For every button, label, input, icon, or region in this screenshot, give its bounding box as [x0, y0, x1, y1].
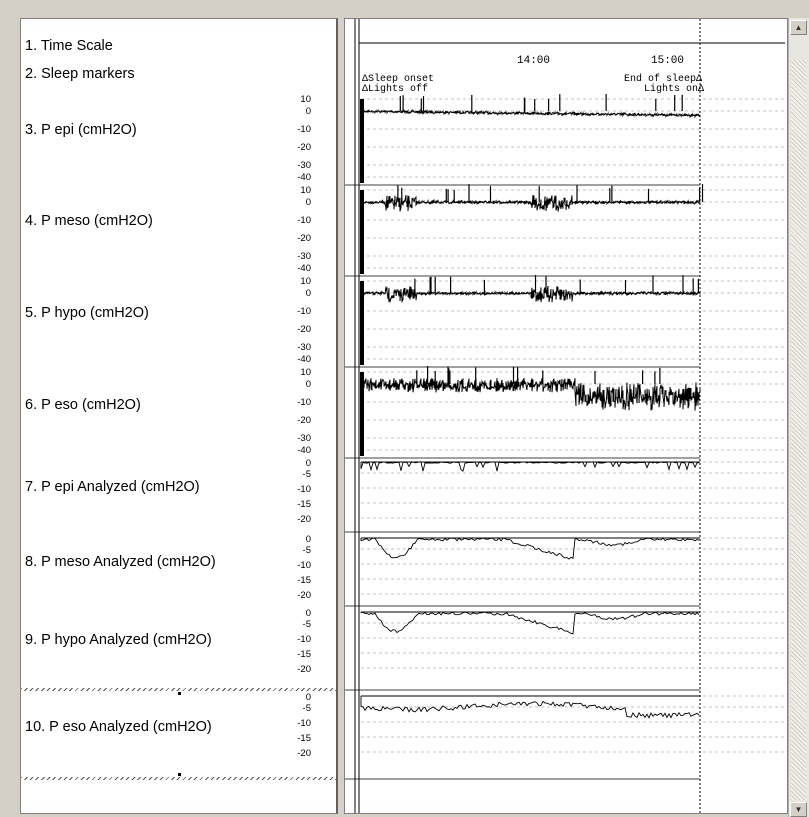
- artifact-block: [360, 281, 364, 365]
- y-tick-label: -5: [302, 619, 311, 630]
- y-tick-label: -10: [297, 215, 311, 226]
- y-tick-label: -10: [297, 634, 311, 645]
- channel-label-time-scale[interactable]: 1. Time Scale: [25, 38, 113, 54]
- vertical-scrollbar[interactable]: ▲ ▼: [788, 18, 809, 817]
- y-tick-label: 10: [300, 94, 311, 105]
- y-tick-label: -10: [297, 397, 311, 408]
- y-tick-label: -20: [297, 514, 311, 525]
- marker-lights-off: ΔLights off: [362, 83, 428, 95]
- y-tick-label: -20: [297, 748, 311, 759]
- signal-chart-pane: 14:00 15:00 ΔSleep onset ΔLights off End of …: [344, 18, 788, 814]
- channel-label-p-eso[interactable]: 6. P eso (cmH2O): [25, 397, 141, 413]
- signal-trace-p-hypo-analyzed: [360, 611, 700, 635]
- y-tick-label: -10: [297, 484, 311, 495]
- signal-trace-p-epi: [360, 108, 701, 119]
- scroll-up-button[interactable]: ▲: [790, 20, 807, 35]
- signal-trace-p-epi-analyzed: [360, 461, 699, 472]
- signal-trace-p-meso-analyzed: [360, 537, 700, 560]
- marker-sleep-onset: ΔSleep onset: [362, 73, 434, 85]
- y-tick-label: -30: [297, 251, 311, 262]
- y-tick-label: -20: [297, 324, 311, 335]
- selection-border-bottom: [21, 777, 337, 780]
- resize-handle[interactable]: [178, 773, 181, 776]
- y-tick-label: -5: [302, 469, 311, 480]
- arrow-up-icon: ▲: [794, 23, 803, 32]
- y-tick-label: -30: [297, 342, 311, 353]
- y-tick-label: -15: [297, 575, 311, 586]
- y-tick-label: -20: [297, 590, 311, 601]
- y-tick-label: 0: [305, 458, 311, 469]
- time-label-15: 15:00: [651, 55, 684, 67]
- y-tick-label: -10: [297, 560, 311, 571]
- y-tick-label: -10: [297, 124, 311, 135]
- signal-trace-p-meso: [360, 194, 701, 212]
- channel-label-p-meso-analyzed[interactable]: 8. P meso Analyzed (cmH2O): [25, 554, 216, 570]
- resize-handle[interactable]: [178, 692, 181, 695]
- artifact-block: [360, 99, 364, 183]
- y-tick-label: 0: [305, 106, 311, 117]
- channel-label-sleep-markers[interactable]: 2. Sleep markers: [25, 66, 135, 82]
- channel-label-p-meso[interactable]: 4. P meso (cmH2O): [25, 213, 153, 229]
- channel-label-p-hypo[interactable]: 5. P hypo (cmH2O): [25, 305, 149, 321]
- pane-splitter[interactable]: [338, 18, 344, 814]
- channel-label-p-epi-analyzed[interactable]: 7. P epi Analyzed (cmH2O): [25, 479, 200, 495]
- y-tick-label: -20: [297, 142, 311, 153]
- channel-label-pane: 1. Time Scale 2. Sleep markers 3. P epi …: [20, 18, 338, 814]
- scroll-trough[interactable]: [791, 60, 806, 800]
- y-tick-label: -30: [297, 433, 311, 444]
- signal-trace-p-eso-analyzed: [360, 696, 700, 719]
- y-tick-label: -40: [297, 445, 311, 456]
- y-tick-label: 10: [300, 367, 311, 378]
- signal-trace-p-hypo: [360, 285, 701, 304]
- artifact-block: [360, 190, 364, 274]
- marker-end-of-sleep: End of sleepΔ: [624, 73, 702, 85]
- y-tick-label: -40: [297, 263, 311, 274]
- y-tick-label: -5: [302, 703, 311, 714]
- y-tick-label: -5: [302, 545, 311, 556]
- y-tick-label: 10: [300, 185, 311, 196]
- y-tick-label: -10: [297, 718, 311, 729]
- y-tick-label: -30: [297, 160, 311, 171]
- channel-label-p-epi[interactable]: 3. P epi (cmH2O): [25, 122, 137, 138]
- y-tick-label: -15: [297, 499, 311, 510]
- y-tick-label: 0: [305, 608, 311, 619]
- y-tick-label: 0: [305, 197, 311, 208]
- marker-lights-on: Lights onΔ: [644, 83, 704, 95]
- channel-label-p-hypo-analyzed[interactable]: 9. P hypo Analyzed (cmH2O): [25, 632, 212, 648]
- y-tick-label: -20: [297, 664, 311, 675]
- y-tick-label: -15: [297, 733, 311, 744]
- y-tick-label: 0: [305, 379, 311, 390]
- y-tick-label: 0: [305, 692, 311, 703]
- y-tick-label: -40: [297, 172, 311, 183]
- y-tick-label: -20: [297, 233, 311, 244]
- scroll-down-button[interactable]: ▼: [790, 802, 807, 817]
- y-tick-label: 0: [305, 534, 311, 545]
- time-label-14: 14:00: [517, 55, 550, 67]
- channel-label-p-eso-analyzed[interactable]: 10. P eso Analyzed (cmH2O): [25, 719, 212, 735]
- signal-trace-p-eso: [360, 377, 701, 411]
- selection-border-top: [21, 688, 337, 691]
- y-tick-label: -20: [297, 415, 311, 426]
- arrow-down-icon: ▼: [794, 805, 803, 814]
- y-tick-label: -40: [297, 354, 311, 365]
- y-tick-label: -15: [297, 649, 311, 660]
- y-tick-label: 0: [305, 288, 311, 299]
- artifact-block: [360, 372, 364, 456]
- y-tick-label: -10: [297, 306, 311, 317]
- y-tick-label: 10: [300, 276, 311, 287]
